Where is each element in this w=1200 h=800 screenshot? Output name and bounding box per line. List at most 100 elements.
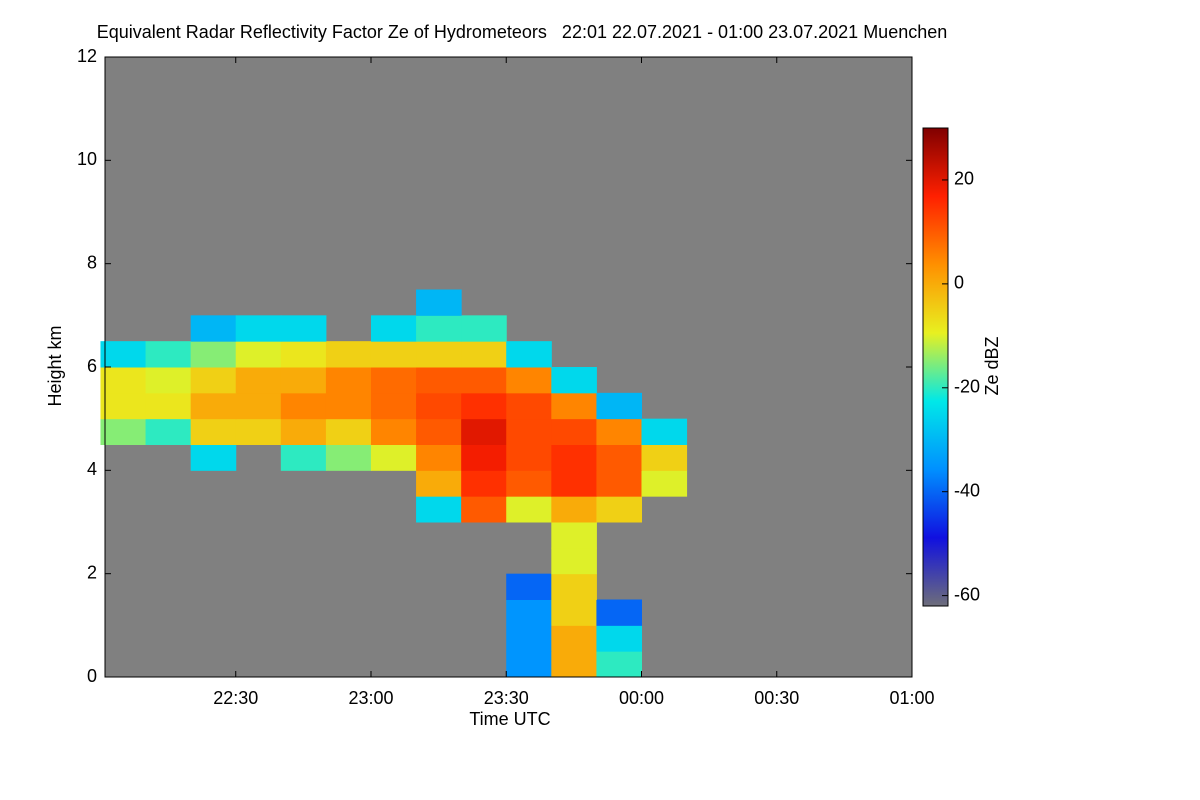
y-tick-label: 6 — [87, 356, 97, 376]
cell — [280, 367, 327, 394]
cell — [325, 444, 372, 471]
cell — [506, 496, 552, 523]
y-tick-label: 0 — [87, 666, 97, 686]
y-tick-label: 10 — [77, 149, 97, 169]
colorbar-label: Ze dBZ — [982, 336, 1002, 395]
x-tick-label: 23:30 — [484, 688, 529, 708]
cell — [235, 392, 282, 420]
cell — [325, 392, 372, 420]
cell — [145, 341, 192, 368]
cell — [235, 418, 282, 445]
y-tick-label: 2 — [87, 562, 97, 582]
cell — [100, 418, 147, 445]
colorbar-tick-label: -20 — [954, 377, 980, 397]
cell — [416, 392, 462, 420]
cell — [235, 367, 282, 394]
cell — [551, 392, 597, 420]
cell — [506, 367, 552, 394]
cell — [551, 470, 597, 497]
cell — [551, 573, 597, 600]
cell — [370, 367, 417, 394]
cell — [551, 599, 597, 626]
cell — [461, 470, 507, 497]
cell — [551, 496, 597, 523]
cell — [416, 367, 462, 394]
cell — [641, 444, 688, 471]
cell — [416, 470, 462, 497]
cell — [370, 418, 417, 445]
cell — [506, 470, 552, 497]
cell — [190, 315, 237, 342]
colorbar-tick-label: 0 — [954, 273, 964, 293]
cell — [100, 367, 147, 394]
cell — [506, 651, 552, 678]
y-tick-label: 8 — [87, 252, 97, 272]
cell — [461, 315, 507, 342]
cell — [551, 547, 597, 575]
x-tick-label: 23:00 — [348, 688, 393, 708]
cell — [596, 418, 643, 445]
cell — [416, 418, 462, 445]
cell — [280, 418, 327, 445]
cell — [551, 418, 597, 445]
cell — [370, 444, 417, 471]
cell — [551, 444, 597, 471]
cell — [506, 341, 552, 368]
cell — [100, 341, 147, 368]
cell — [370, 341, 417, 368]
cell — [280, 444, 327, 471]
cell — [506, 418, 552, 445]
cell — [280, 341, 327, 368]
y-tick-label: 4 — [87, 459, 97, 479]
cell — [190, 341, 237, 368]
cell — [280, 315, 327, 342]
cell — [596, 444, 643, 471]
x-tick-label: 00:00 — [619, 688, 664, 708]
y-tick-label: 12 — [77, 46, 97, 66]
cell — [551, 625, 597, 652]
cell — [596, 599, 643, 626]
cell — [506, 573, 552, 600]
cell — [461, 496, 507, 523]
cell — [596, 496, 643, 523]
cell — [641, 418, 688, 445]
cell — [190, 444, 237, 471]
x-tick-label: 00:30 — [754, 688, 799, 708]
y-axis-label: Height km — [45, 325, 65, 406]
cell — [596, 625, 643, 652]
cell — [145, 367, 192, 394]
cell — [325, 341, 372, 368]
cell — [461, 367, 507, 394]
x-tick-label: 01:00 — [889, 688, 934, 708]
cell — [641, 470, 688, 497]
cell — [325, 367, 372, 394]
cell — [416, 289, 462, 316]
cell — [145, 418, 192, 445]
cell — [506, 444, 552, 471]
cell — [370, 392, 417, 420]
cell — [506, 599, 552, 626]
cell — [506, 392, 552, 420]
cell — [551, 651, 597, 678]
x-axis-label: Time UTC — [469, 709, 550, 729]
cell — [506, 625, 552, 652]
colorbar-tick-label: -60 — [954, 584, 980, 604]
cell — [190, 367, 237, 394]
cell — [551, 367, 597, 394]
cell — [280, 392, 327, 420]
cell — [596, 651, 643, 678]
cell — [416, 341, 462, 368]
cell — [416, 444, 462, 471]
cell — [596, 392, 643, 420]
cell — [551, 522, 597, 549]
cell — [461, 418, 507, 445]
cell — [461, 392, 507, 420]
cell — [235, 341, 282, 368]
cell — [416, 315, 462, 342]
x-tick-label: 22:30 — [213, 688, 258, 708]
cell — [370, 315, 417, 342]
colorbar-tick-label: -40 — [954, 480, 980, 500]
cell — [190, 392, 237, 420]
cell — [461, 444, 507, 471]
